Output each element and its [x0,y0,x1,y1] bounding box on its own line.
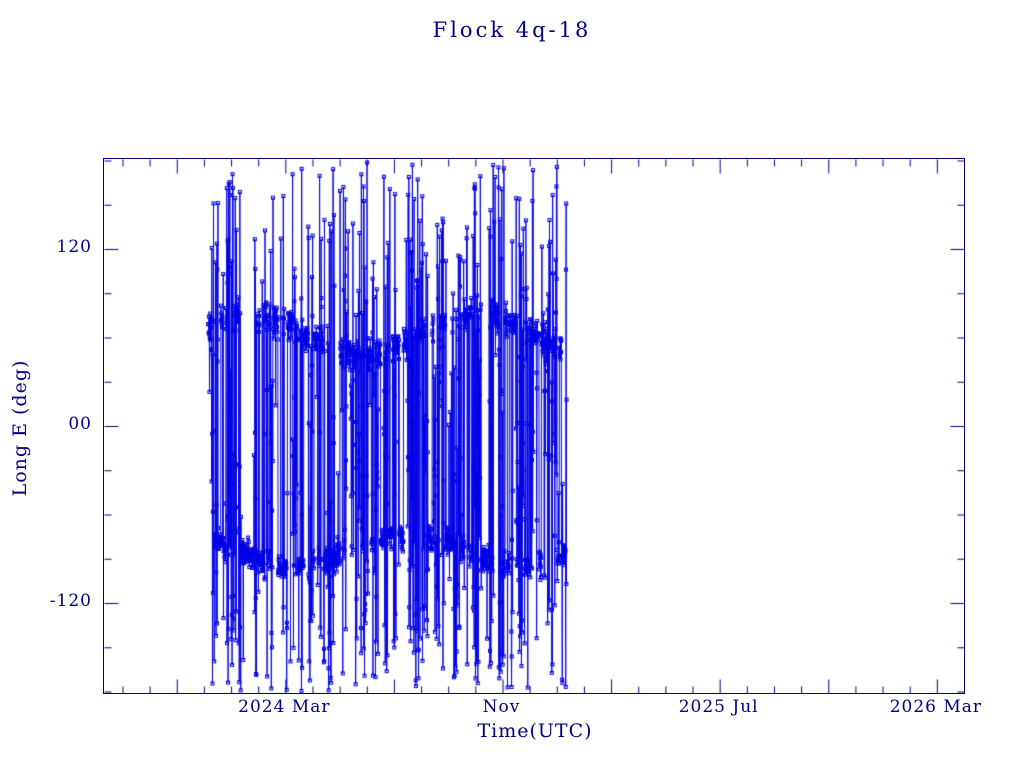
x-tick-label: 2026 Mar [889,697,983,717]
y-tick-label: 00 [68,414,92,434]
plot-canvas [103,158,965,694]
x-tick-label: Nov [482,697,521,717]
x-axis-title: Time(UTC) [477,720,593,742]
y-tick-label: -120 [49,591,92,612]
chart-title: Flock 4q-18 [432,18,592,42]
x-tick-label: 2024 Mar [238,697,331,717]
y-tick-label: 120 [56,236,92,257]
x-tick-label: 2025 Jul [678,697,759,717]
